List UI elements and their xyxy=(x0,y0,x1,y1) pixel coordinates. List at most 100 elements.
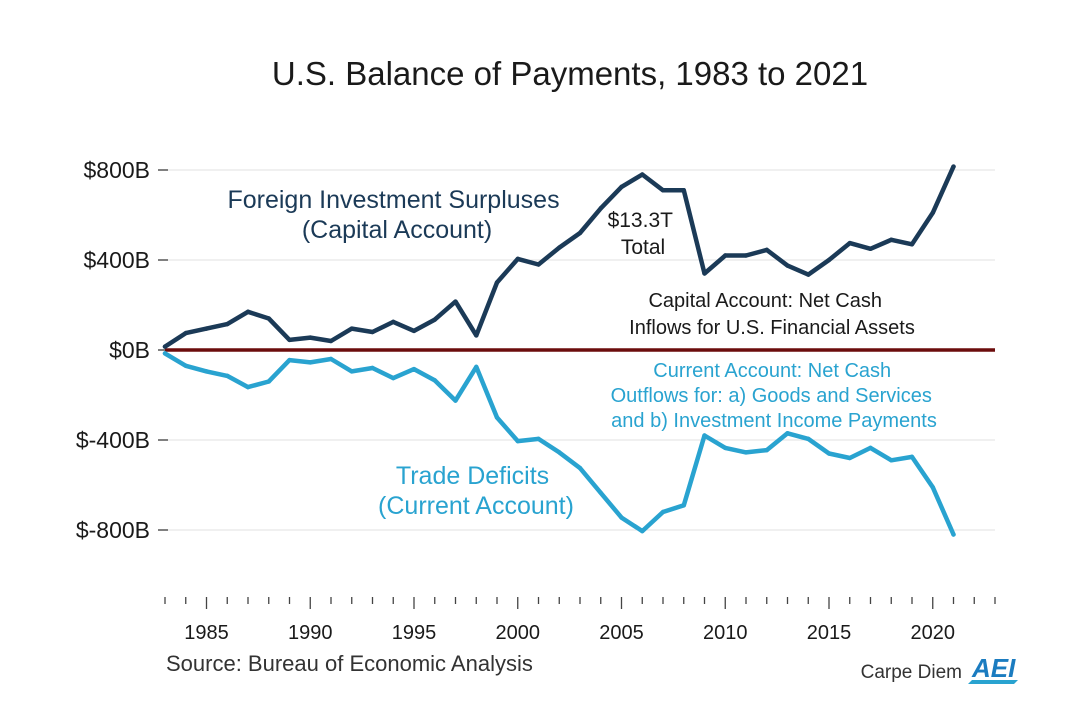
capital-account-point xyxy=(723,253,728,258)
capital-account-point xyxy=(660,188,666,193)
current-account-point xyxy=(640,528,645,534)
x-tick-label: 2005 xyxy=(599,622,644,644)
current-account-point xyxy=(619,515,624,520)
y-tick-label: $400B xyxy=(83,247,150,273)
current-account-point xyxy=(183,363,188,368)
capital-account-point xyxy=(577,230,583,236)
current-account-point xyxy=(806,436,811,442)
current-account-point xyxy=(785,431,790,436)
capital-account-point xyxy=(889,237,894,242)
capital-account-point xyxy=(826,257,832,263)
capital-account-point xyxy=(930,210,935,215)
capital-account-point xyxy=(391,319,396,325)
capital-account-point xyxy=(536,262,541,267)
capital-account-point xyxy=(640,172,645,177)
current-account-point xyxy=(536,436,541,442)
current-account-point xyxy=(889,458,894,463)
capital-account-point xyxy=(474,333,479,338)
svg-text:AEI: AEI xyxy=(971,653,1016,683)
capital-account-point xyxy=(287,337,292,343)
aei-logo: AEI xyxy=(968,653,1018,684)
current-account-point xyxy=(349,369,354,374)
series-layer xyxy=(162,164,956,537)
capital-account-point xyxy=(743,253,749,258)
current-account-point xyxy=(162,351,168,356)
current-account-point xyxy=(474,364,479,370)
x-tick-label: 2020 xyxy=(911,622,956,644)
capital-account-point xyxy=(328,338,334,344)
current-account-point xyxy=(847,455,852,461)
current-account-point xyxy=(432,378,437,383)
capital-account-label: Foreign Investment Surpluses (Capital Ac… xyxy=(227,186,566,244)
x-axis: 1985 1990 1995 2000 2005 2010 2015 2020 xyxy=(164,597,996,644)
capital-account-point xyxy=(204,326,209,331)
capital-account-point xyxy=(225,321,230,327)
current-account-point xyxy=(204,369,209,374)
x-tick-label: 2000 xyxy=(496,622,541,644)
current-account-point xyxy=(370,365,375,371)
current-account-point xyxy=(743,450,749,455)
y-tick-label: $800B xyxy=(83,157,150,183)
current-account-point xyxy=(598,490,603,496)
current-account-point xyxy=(702,433,707,438)
x-tick-label: 1995 xyxy=(392,622,437,644)
capital-account-point xyxy=(349,326,354,331)
capital-account-point xyxy=(806,272,811,277)
capital-account-point xyxy=(868,246,873,251)
total-label: $13.3T Total xyxy=(608,209,679,259)
brand-label: Carpe Diem xyxy=(861,662,962,683)
current-account-point xyxy=(308,360,313,365)
capital-account-point xyxy=(453,299,458,304)
current-account-point xyxy=(930,485,935,490)
current-account-point xyxy=(764,447,769,453)
capital-account-point xyxy=(909,242,915,247)
current-account-point xyxy=(681,503,686,508)
x-tick-label: 1990 xyxy=(288,622,333,644)
current-account-point xyxy=(557,450,562,455)
source-label: Source: Bureau of Economic Analysis xyxy=(166,651,533,676)
capital-account-point xyxy=(951,164,956,169)
capital-account-point xyxy=(702,271,707,276)
chart-title: U.S. Balance of Payments, 1983 to 2021 xyxy=(272,55,868,92)
current-account-point xyxy=(660,509,666,515)
current-account-point xyxy=(245,384,251,390)
y-tick-label: $-400B xyxy=(76,427,150,453)
brand: Carpe Diem AEI xyxy=(861,653,1018,684)
current-account-point xyxy=(328,356,334,362)
current-account-point xyxy=(909,454,915,460)
current-account-point xyxy=(453,398,458,403)
capital-account-point xyxy=(308,335,313,340)
capital-account-point xyxy=(785,263,790,268)
capital-account-point xyxy=(598,206,603,211)
capital-account-point xyxy=(266,316,271,321)
current-account-point xyxy=(826,451,832,456)
capital-account-point xyxy=(764,247,769,253)
capital-account-point xyxy=(557,245,562,250)
capital-account-point xyxy=(619,184,624,190)
current-account-label: Trade Deficits (Current Account) xyxy=(378,462,574,520)
capital-account-point xyxy=(432,317,437,322)
capital-account-point xyxy=(494,280,500,285)
capital-account-point xyxy=(411,328,417,334)
capital-account-point xyxy=(370,329,375,335)
current-account-point xyxy=(515,438,520,444)
capital-account-point xyxy=(245,309,251,314)
current-account-point xyxy=(494,415,500,420)
current-account-point xyxy=(391,375,396,381)
y-axis: $-800B $-400B $0B $400B $800B xyxy=(76,157,168,543)
x-tick-label: 2010 xyxy=(703,622,748,644)
capital-account-point xyxy=(847,240,852,246)
current-account-point xyxy=(723,445,728,451)
y-tick-label: $-800B xyxy=(76,517,150,543)
current-account-point xyxy=(266,379,271,384)
current-account-point xyxy=(868,445,873,451)
y-tick-label: $0B xyxy=(109,337,150,363)
current-account-point xyxy=(411,366,417,372)
capital-account-point xyxy=(183,330,188,336)
current-account-point xyxy=(287,357,292,363)
capital-account-point xyxy=(515,256,520,262)
capital-account-point xyxy=(162,344,168,349)
x-tick-label: 1985 xyxy=(184,622,229,644)
current-account-point xyxy=(225,373,230,379)
